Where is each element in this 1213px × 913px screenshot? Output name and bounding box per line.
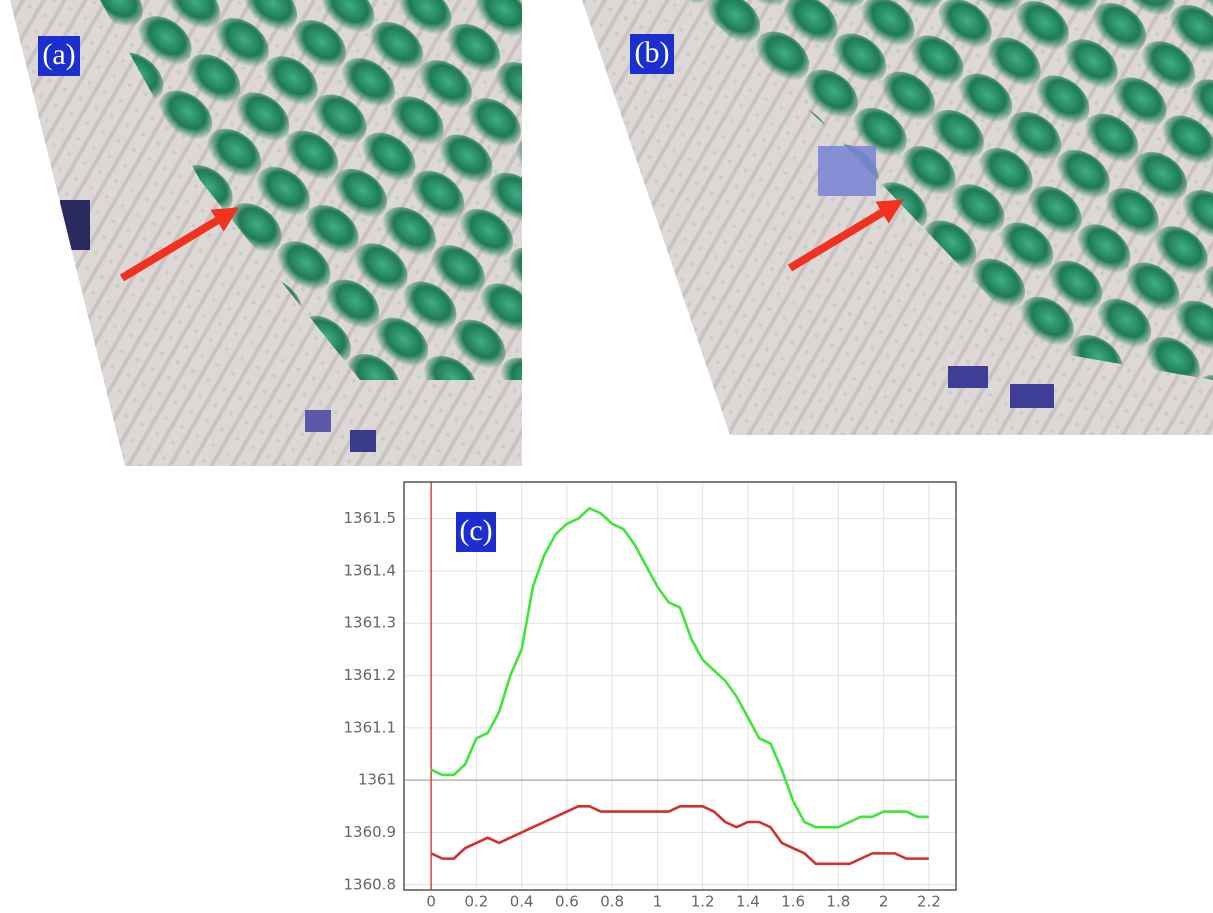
y-tick-label: 1361.4: [344, 561, 397, 579]
y-tick-label: 1361.2: [344, 666, 397, 684]
x-tick-label: 0.8: [600, 893, 624, 911]
panel-label: (a): [42, 38, 75, 71]
x-tick-label: 2: [879, 893, 889, 911]
panel-label-box: [456, 512, 496, 552]
x-tick-label: 2.2: [917, 893, 941, 911]
panel-label: (b): [635, 36, 670, 69]
x-tick-label: 0.6: [555, 893, 579, 911]
x-tick-label: 1.6: [781, 893, 805, 911]
x-tick-label: 1.4: [736, 893, 760, 911]
x-tick-label: 0.4: [510, 893, 534, 911]
line-chart: 1360.8 1360.9 1361 1361.1 1361.2 1361.3 1361.4…: [344, 481, 957, 911]
data-line: [430, 506, 929, 829]
y-tick-label: 1361: [358, 771, 396, 789]
x-tick-label: 1.8: [826, 893, 850, 911]
y-tick-label: 1361.1: [344, 718, 397, 736]
panel-label: (c): [459, 514, 492, 547]
y-tick-label: 1360.9: [344, 823, 397, 841]
panel-b-image: [582, 0, 1213, 435]
y-tick-label: 1360.8: [344, 875, 397, 893]
data-line: [430, 805, 929, 866]
x-tick-label: 0: [426, 893, 436, 911]
panel-label-box: [38, 36, 80, 76]
x-tick-label: 1.2: [691, 893, 715, 911]
y-tick-label: 1361.3: [344, 614, 397, 632]
x-tick-label: 1: [653, 893, 663, 911]
x-tick-label: 0.2: [464, 893, 488, 911]
y-tick-label: 1361.5: [344, 509, 397, 527]
panel-label-box: [630, 34, 674, 74]
plot-frame: [403, 481, 957, 891]
